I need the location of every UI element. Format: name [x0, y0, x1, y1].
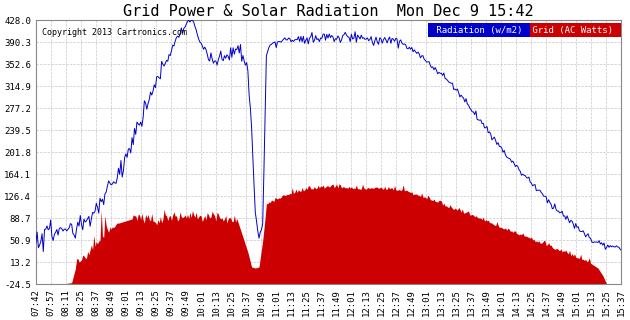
Text: Grid (AC Watts): Grid (AC Watts) [527, 26, 619, 35]
Text: Radiation (w/m2): Radiation (w/m2) [431, 26, 528, 35]
Title: Grid Power & Solar Radiation  Mon Dec 9 15:42: Grid Power & Solar Radiation Mon Dec 9 1… [123, 4, 534, 19]
Text: Copyright 2013 Cartronics.com: Copyright 2013 Cartronics.com [42, 28, 186, 37]
